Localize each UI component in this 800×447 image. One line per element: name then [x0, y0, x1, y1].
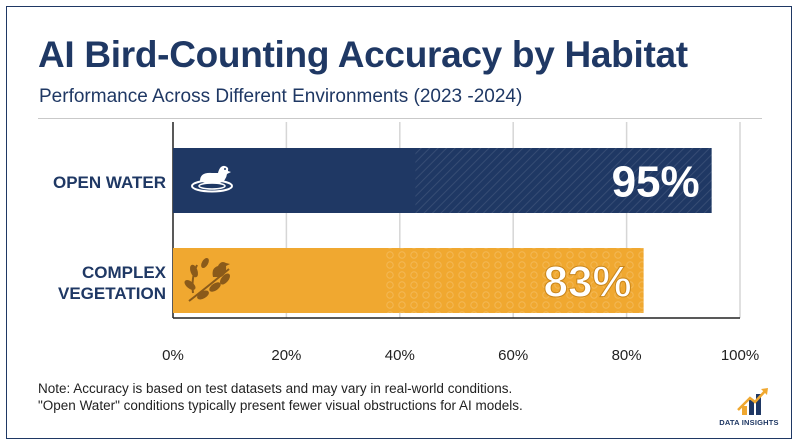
chart-title: AI Bird-Counting Accuracy by Habitat	[38, 34, 688, 75]
bar-value-label: 83%	[544, 258, 632, 307]
title-divider	[38, 118, 762, 119]
chart-frame	[6, 6, 792, 439]
category-label-line: COMPLEX	[81, 263, 166, 282]
category-label-open-water: OPEN WATER	[53, 172, 166, 193]
bar-texture	[384, 248, 644, 313]
bar-value-label: 95%	[612, 158, 700, 207]
bird-in-branches-icon	[184, 257, 230, 302]
x-tick-label: 60%	[498, 347, 528, 364]
bar-chart-arrow-icon	[737, 388, 768, 415]
data-insights-logo: DATA INSIGHTS	[716, 384, 782, 430]
x-tick-label: 40%	[385, 347, 415, 364]
footnote: Note: Accuracy is based on test datasets…	[38, 380, 523, 414]
category-label-line: VEGETATION	[58, 284, 166, 303]
duck-on-water-icon	[191, 165, 233, 193]
bar-texture	[415, 148, 712, 213]
x-tick-label: 0%	[162, 347, 184, 364]
x-tick-label: 80%	[612, 347, 642, 364]
logo-text: DATA INSIGHTS	[719, 418, 779, 427]
category-label-line: OPEN WATER	[52, 173, 166, 192]
category-label-complex-vegetation: COMPLEX VEGETATION	[58, 262, 166, 304]
footnote-line: "Open Water" conditions typically presen…	[38, 398, 523, 413]
x-tick-label: 100%	[721, 347, 759, 364]
footnote-line: Note: Accuracy is based on test datasets…	[38, 381, 513, 396]
x-tick-label: 20%	[271, 347, 301, 364]
chart-subtitle: Performance Across Different Environment…	[39, 86, 523, 107]
